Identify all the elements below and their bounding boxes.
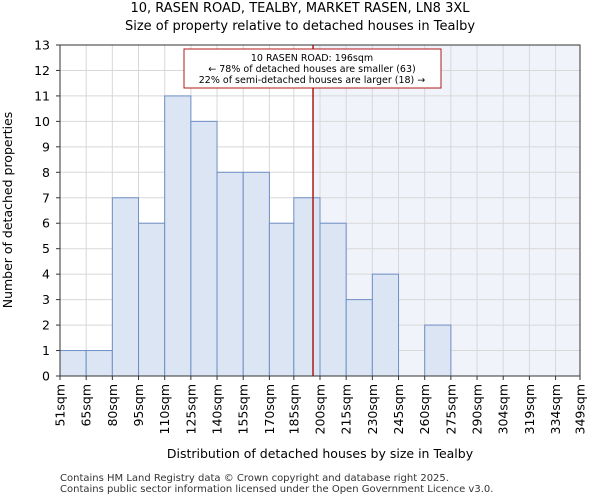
x-tick-label: 80sqm — [105, 384, 120, 427]
bar-230sqm — [371, 273, 400, 377]
y-tick-label: 10 — [34, 114, 50, 129]
x-tick-label: 125sqm — [183, 384, 198, 434]
bar-65sqm — [85, 350, 113, 377]
bar-51sqm — [59, 350, 87, 377]
x-axis-label: Distribution of detached houses by size … — [167, 446, 474, 461]
footer-attribution-2: Contains public sector information licen… — [60, 484, 494, 495]
x-tick-label: 215sqm — [339, 384, 354, 434]
bar-170sqm — [268, 222, 295, 377]
annotation-line-1: 10 RASEN ROAD: 196sqm — [251, 53, 373, 64]
y-tick-label: 3 — [42, 292, 50, 307]
x-tick-label: 319sqm — [522, 384, 537, 434]
y-tick-label: 11 — [34, 88, 50, 103]
bar-125sqm — [190, 120, 218, 377]
chart-subtitle: Size of property relative to detached ho… — [124, 19, 476, 34]
x-tick-label: 65sqm — [79, 384, 94, 427]
annotation-line-3: 22% of semi-detached houses are larger (… — [199, 75, 426, 86]
bar-140sqm — [216, 171, 244, 377]
x-tick-label: 51sqm — [53, 384, 68, 427]
bars — [59, 95, 452, 377]
bar-260sqm — [424, 324, 452, 377]
bar-80sqm — [111, 197, 140, 377]
x-tick-label: 334sqm — [548, 384, 563, 434]
annotation-line-2: ← 78% of detached houses are smaller (63… — [208, 64, 415, 75]
y-tick-label: 5 — [42, 241, 50, 256]
y-tick-label: 8 — [42, 165, 50, 180]
y-tick-label: 1 — [42, 343, 50, 358]
x-tick-label: 155sqm — [236, 384, 251, 434]
y-tick-label: 7 — [42, 190, 50, 205]
y-axis-label: Number of detached properties — [0, 112, 15, 309]
y-tick-label: 13 — [34, 38, 50, 53]
x-tick-label: 275sqm — [443, 384, 458, 434]
bar-155sqm — [242, 171, 270, 377]
x-tick-label: 304sqm — [496, 384, 511, 434]
footer-attribution-1: Contains HM Land Registry data © Crown c… — [60, 473, 449, 484]
bar-95sqm — [138, 222, 166, 377]
y-tick-label: 9 — [42, 139, 50, 154]
x-tick-label: 245sqm — [391, 384, 406, 434]
bar-215sqm — [345, 299, 373, 377]
chart-title: 10, RASEN ROAD, TEALBY, MARKET RASEN, LN… — [130, 1, 470, 16]
x-axis-ticks: 51sqm 65sqm 80sqm 95sqm 110sqm 125sqm 140sqm 15… — [53, 376, 588, 434]
x-tick-label: 170sqm — [262, 384, 277, 434]
y-tick-label: 12 — [34, 63, 50, 78]
x-tick-label: 349sqm — [573, 384, 588, 434]
bar-200sqm — [319, 222, 347, 377]
x-tick-label: 110sqm — [157, 384, 172, 434]
x-tick-label: 290sqm — [470, 384, 485, 434]
x-tick-label: 95sqm — [131, 384, 146, 427]
bar-110sqm — [164, 95, 192, 377]
bar-185sqm — [293, 197, 321, 377]
x-tick-label: 230sqm — [365, 384, 380, 434]
x-tick-label: 200sqm — [313, 384, 328, 434]
x-tick-label: 140sqm — [210, 384, 225, 434]
y-tick-label: 2 — [42, 318, 50, 333]
y-tick-label: 4 — [42, 267, 50, 282]
y-tick-label: 6 — [42, 216, 50, 231]
x-tick-label: 260sqm — [417, 384, 432, 434]
annotation-box: 10 RASEN ROAD: 196sqm ← 78% of detached … — [183, 48, 442, 89]
x-tick-label: 185sqm — [286, 384, 301, 434]
y-tick-label: 0 — [42, 369, 50, 384]
